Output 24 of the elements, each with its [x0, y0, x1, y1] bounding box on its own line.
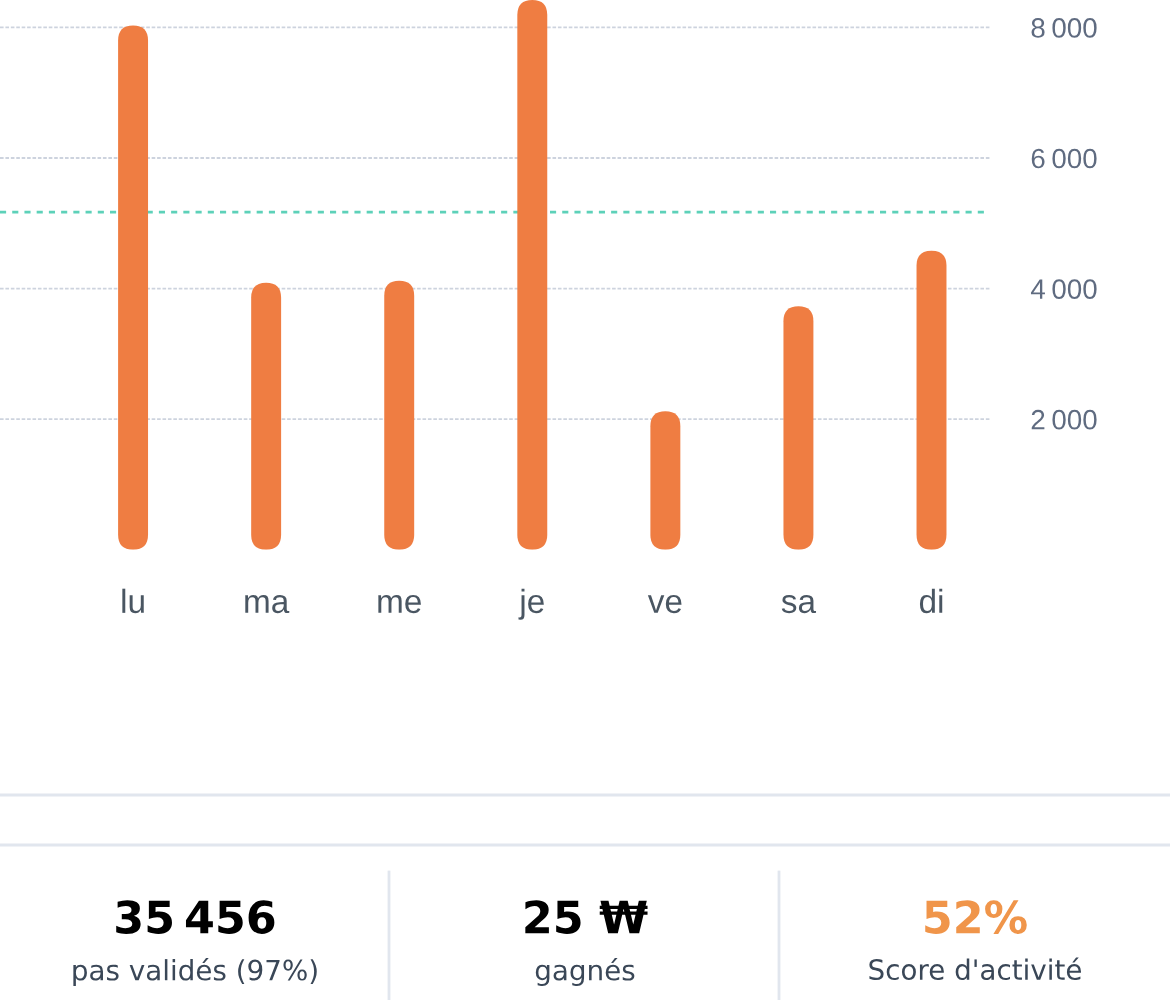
text: Score d'activité [869, 957, 1081, 981]
x-tick-label: lu [122, 588, 144, 614]
x-tick-label: ve [647, 594, 682, 614]
bar [783, 306, 814, 550]
bar [384, 280, 415, 550]
text: gagnés [535, 958, 635, 986]
y-tick-label: 8 000 [1031, 18, 1097, 38]
text: pas validés (97%) [73, 958, 317, 986]
x-tick-label: ma [245, 594, 290, 614]
bar [118, 25, 149, 550]
x-tick-label: je [518, 588, 544, 620]
text: 25 ₩ [525, 900, 648, 934]
text: 35 456 [116, 900, 275, 934]
bar [650, 411, 681, 550]
y-tick-label: 6 000 [1031, 148, 1097, 169]
bar [916, 250, 947, 550]
x-tick-label: di [919, 588, 943, 614]
y-tick-label: 2 000 [1031, 409, 1097, 430]
text: 52% [925, 900, 1027, 934]
x-tick-label: sa [781, 594, 817, 614]
bar [517, 0, 548, 550]
x-tick-label: me [378, 594, 421, 614]
y-tick-label: 4 000 [1030, 279, 1097, 299]
bar [251, 282, 282, 550]
